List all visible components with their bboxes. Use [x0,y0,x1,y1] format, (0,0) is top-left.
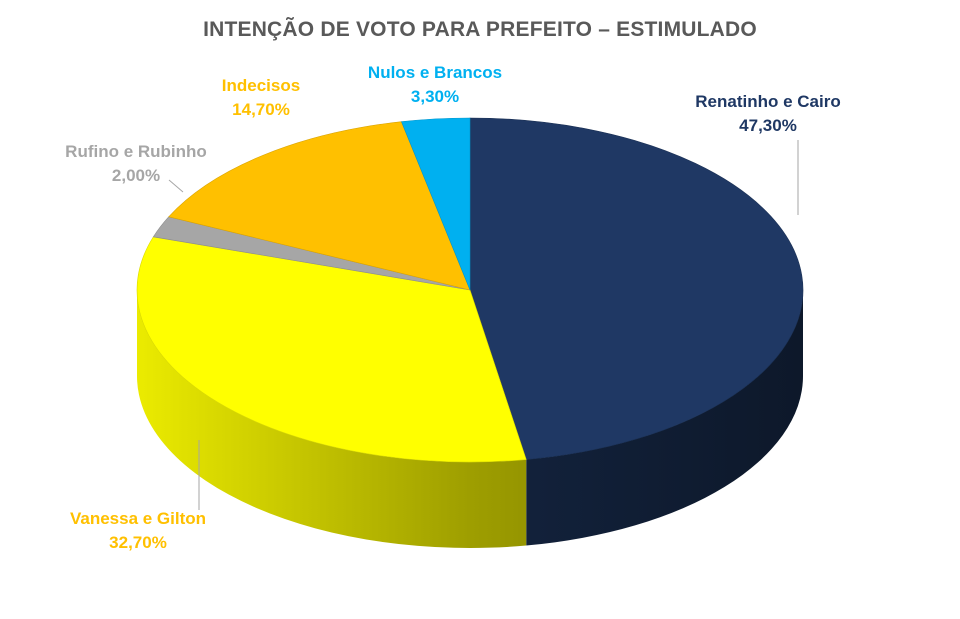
pie-slice-indecisos [168,121,471,291]
slice-label: Indecisos [221,76,301,95]
data-label-vanessa-e-gilton: Vanessa e Gilton 32,70% [38,507,238,555]
pie-slice-nulos-e-brancos [401,117,471,291]
slice-label: Vanessa e Gilton [69,509,207,528]
slice-value: 47,30% [739,116,797,135]
slice-value: 2,00% [111,166,161,185]
pie-slice-renatinho-e-cairo [469,117,804,460]
pie-side-vanessa-e-gilton [137,290,527,548]
data-label-indecisos: Indecisos 14,70% [186,74,336,122]
data-label-nulos-e-brancos: Nulos e Brancos 3,30% [345,61,525,109]
leader-line [168,179,184,193]
chart-title: INTENÇÃO DE VOTO PARA PREFEITO – ESTIMUL… [203,18,757,41]
slice-label: Rufino e Rubinho [65,142,207,161]
slice-label: Renatinho e Cairo [695,92,841,111]
slice-value: 14,70% [232,100,290,119]
leader-lines [168,140,799,510]
data-label-rufino-e-rubinho: Rufino e Rubinho 2,00% [36,140,236,188]
pie-slice-vanessa-e-gilton [136,236,527,463]
slice-value: 32,70% [109,533,167,552]
data-label-renatinho-e-cairo: Renatinho e Cairo 47,30% [668,90,868,138]
pie-top-faces [136,117,804,463]
slice-label: Nulos e Brancos [367,63,503,82]
pie-side-renatinho-e-cairo [526,290,804,546]
pie-side-walls [137,290,804,548]
slice-value: 3,30% [410,87,460,106]
